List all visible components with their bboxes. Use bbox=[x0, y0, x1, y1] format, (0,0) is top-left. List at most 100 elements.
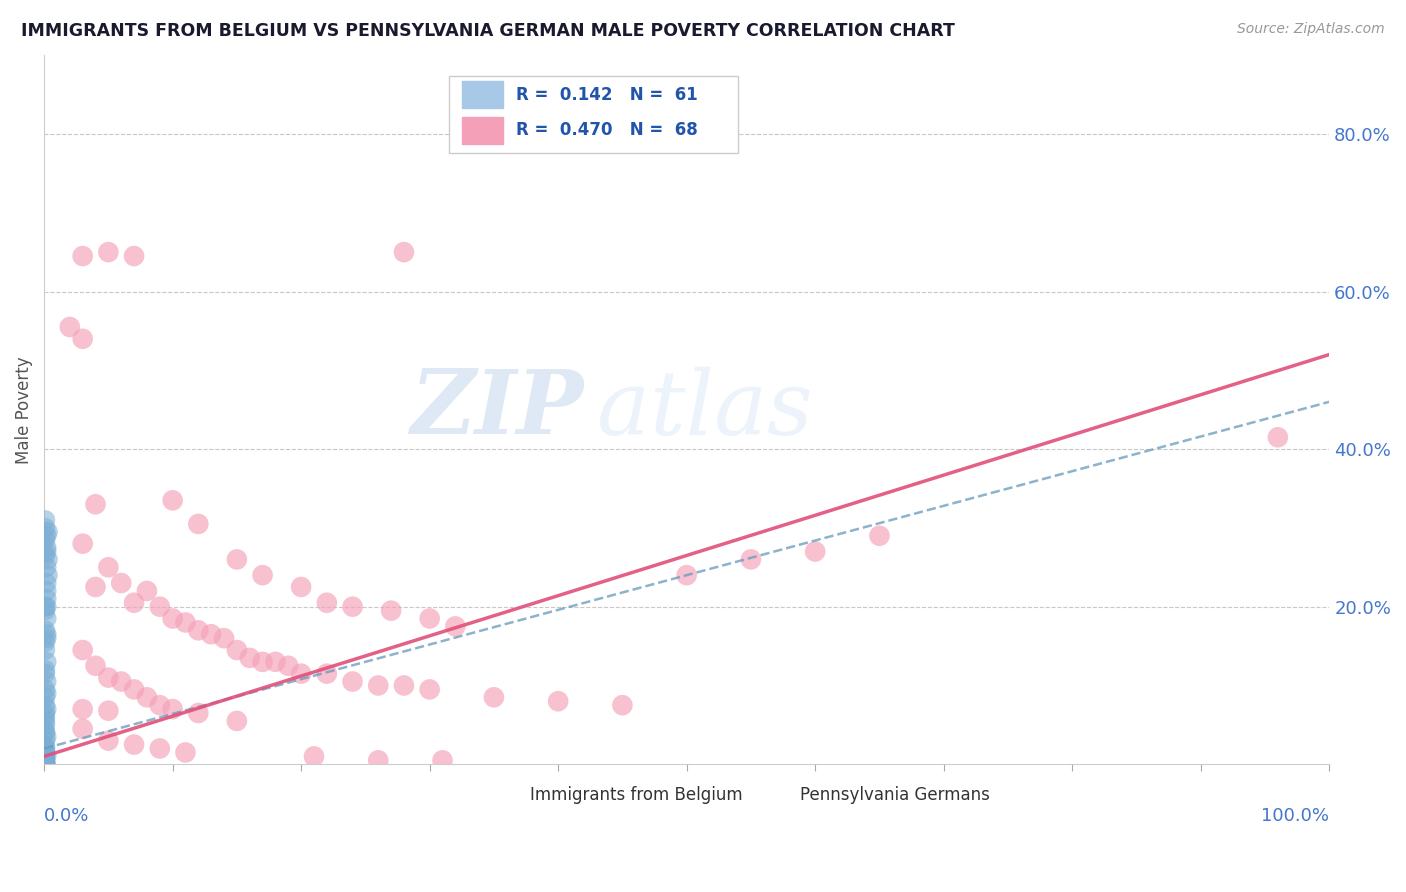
Point bbox=[34, 533, 56, 547]
Point bbox=[34, 643, 56, 657]
Point bbox=[392, 678, 415, 692]
Point bbox=[149, 599, 172, 614]
Text: 0.0%: 0.0% bbox=[44, 807, 90, 825]
Point bbox=[482, 690, 505, 705]
Point bbox=[290, 666, 312, 681]
Point bbox=[1267, 430, 1289, 444]
Point bbox=[34, 521, 56, 535]
Point bbox=[34, 666, 56, 681]
Point bbox=[315, 666, 337, 681]
FancyBboxPatch shape bbox=[755, 782, 792, 807]
Point bbox=[122, 682, 145, 697]
Point bbox=[122, 738, 145, 752]
Point bbox=[174, 615, 197, 630]
Point bbox=[34, 733, 56, 747]
Point bbox=[34, 741, 56, 756]
Point bbox=[34, 753, 56, 767]
Point bbox=[34, 682, 56, 697]
Point bbox=[225, 643, 247, 657]
Point bbox=[35, 686, 58, 700]
Point bbox=[34, 757, 56, 772]
Point bbox=[122, 596, 145, 610]
Point bbox=[34, 513, 56, 527]
Point bbox=[367, 678, 389, 692]
Point bbox=[34, 549, 56, 563]
Point bbox=[252, 655, 274, 669]
Point bbox=[34, 756, 56, 770]
Text: R =  0.142   N =  61: R = 0.142 N = 61 bbox=[516, 86, 697, 103]
Point bbox=[187, 706, 209, 720]
Text: R =  0.470   N =  68: R = 0.470 N = 68 bbox=[516, 121, 697, 139]
Point bbox=[34, 663, 56, 677]
Point bbox=[264, 655, 287, 669]
Point bbox=[34, 754, 56, 768]
Point bbox=[315, 596, 337, 610]
Point bbox=[34, 755, 56, 769]
Text: IMMIGRANTS FROM BELGIUM VS PENNSYLVANIA GERMAN MALE POVERTY CORRELATION CHART: IMMIGRANTS FROM BELGIUM VS PENNSYLVANIA … bbox=[21, 22, 955, 40]
Point bbox=[675, 568, 697, 582]
Point bbox=[97, 704, 120, 718]
Text: Pennsylvania Germans: Pennsylvania Germans bbox=[800, 786, 990, 804]
Point bbox=[34, 599, 56, 614]
Point bbox=[187, 624, 209, 638]
Point bbox=[34, 757, 56, 772]
Text: atlas: atlas bbox=[596, 367, 813, 453]
Point bbox=[367, 753, 389, 767]
Point bbox=[34, 739, 56, 754]
Point bbox=[34, 698, 56, 713]
Point bbox=[35, 674, 58, 689]
Point bbox=[84, 658, 107, 673]
Point bbox=[162, 702, 184, 716]
Point bbox=[72, 332, 94, 346]
Point bbox=[34, 753, 56, 767]
Point bbox=[59, 320, 82, 334]
Point bbox=[34, 624, 56, 638]
Point bbox=[34, 756, 56, 771]
Point bbox=[110, 576, 132, 591]
Point bbox=[35, 730, 58, 744]
Point bbox=[432, 753, 454, 767]
Point bbox=[419, 611, 441, 625]
Point bbox=[212, 631, 235, 645]
FancyBboxPatch shape bbox=[461, 117, 503, 144]
Point bbox=[804, 544, 827, 558]
Point bbox=[35, 748, 58, 763]
Point bbox=[35, 544, 58, 558]
Point bbox=[612, 698, 634, 713]
Point bbox=[225, 552, 247, 566]
Point bbox=[35, 655, 58, 669]
Point bbox=[35, 541, 58, 555]
Y-axis label: Male Poverty: Male Poverty bbox=[15, 356, 32, 464]
Point bbox=[290, 580, 312, 594]
Point bbox=[380, 604, 402, 618]
Point bbox=[277, 658, 299, 673]
Point bbox=[37, 552, 59, 566]
Point bbox=[34, 743, 56, 757]
Point bbox=[34, 756, 56, 771]
Point bbox=[35, 529, 58, 543]
Point bbox=[34, 725, 56, 739]
Point bbox=[72, 702, 94, 716]
Point bbox=[97, 560, 120, 574]
Point bbox=[740, 552, 762, 566]
Point bbox=[35, 702, 58, 716]
Text: 100.0%: 100.0% bbox=[1261, 807, 1329, 825]
Point bbox=[34, 757, 56, 772]
Point bbox=[34, 755, 56, 769]
Point bbox=[122, 249, 145, 263]
Point bbox=[37, 524, 59, 539]
Point bbox=[84, 497, 107, 511]
Point bbox=[34, 718, 56, 732]
Point bbox=[149, 741, 172, 756]
Point bbox=[174, 746, 197, 760]
Point bbox=[72, 643, 94, 657]
Point bbox=[34, 706, 56, 720]
Point bbox=[72, 722, 94, 736]
FancyBboxPatch shape bbox=[485, 782, 522, 807]
Point bbox=[35, 611, 58, 625]
Point bbox=[34, 747, 56, 762]
Point bbox=[35, 599, 58, 614]
Point bbox=[35, 576, 58, 591]
Point bbox=[35, 631, 58, 645]
Point bbox=[97, 671, 120, 685]
